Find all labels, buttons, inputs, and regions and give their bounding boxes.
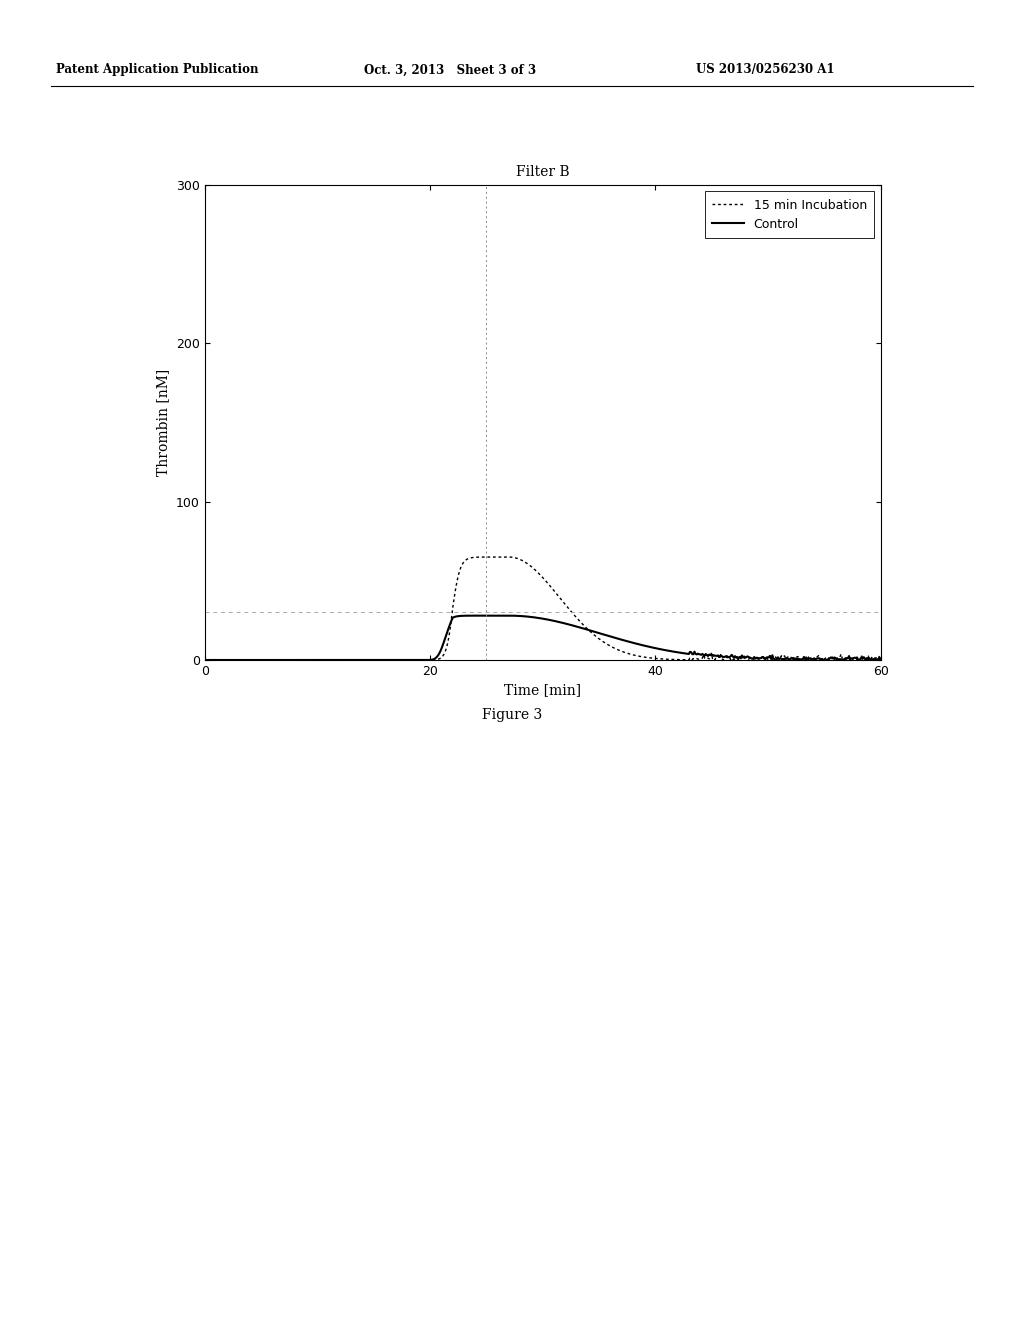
Text: US 2013/0256230 A1: US 2013/0256230 A1: [696, 63, 835, 77]
X-axis label: Time [min]: Time [min]: [504, 684, 582, 697]
Y-axis label: Thrombin [nM]: Thrombin [nM]: [157, 368, 171, 477]
Text: Patent Application Publication: Patent Application Publication: [56, 63, 259, 77]
Title: Filter B: Filter B: [516, 165, 569, 180]
Legend: 15 min Incubation, Control: 15 min Incubation, Control: [705, 191, 874, 239]
Text: Figure 3: Figure 3: [482, 709, 542, 722]
Text: Oct. 3, 2013   Sheet 3 of 3: Oct. 3, 2013 Sheet 3 of 3: [364, 63, 536, 77]
